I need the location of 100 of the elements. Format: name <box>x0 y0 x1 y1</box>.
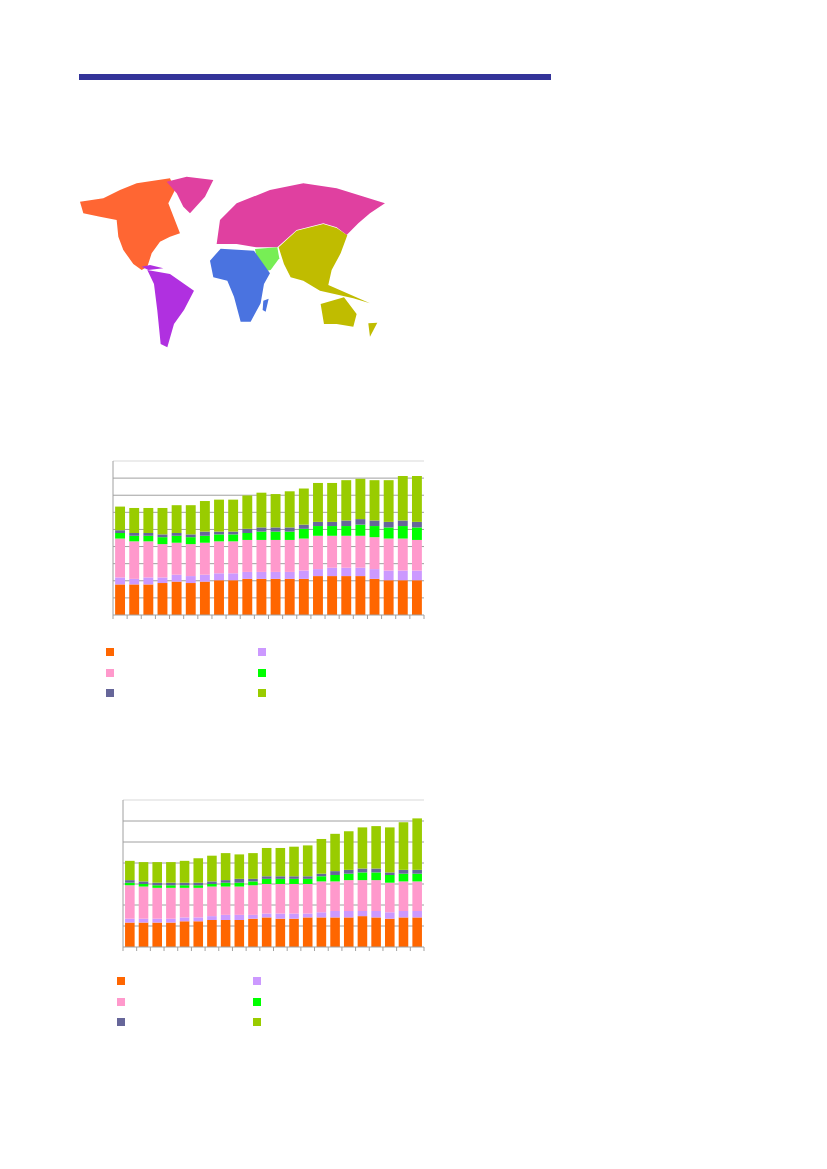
bar <box>371 872 381 881</box>
bar <box>302 917 313 947</box>
bar <box>261 883 272 914</box>
bar <box>275 847 286 877</box>
bar <box>270 539 281 572</box>
bar <box>385 874 395 883</box>
bar <box>298 570 309 579</box>
bar <box>275 913 286 919</box>
bar <box>298 488 309 525</box>
bar <box>341 535 352 568</box>
bar <box>115 533 126 539</box>
bar <box>248 881 258 886</box>
bar <box>369 526 380 538</box>
bar <box>327 576 338 615</box>
bar <box>256 578 267 615</box>
bar <box>411 521 422 528</box>
bar <box>248 914 258 919</box>
bar <box>220 853 231 881</box>
bar <box>143 541 154 578</box>
bar <box>412 917 422 947</box>
bar <box>193 858 204 883</box>
bar <box>383 521 394 528</box>
bar <box>248 885 258 915</box>
bar <box>343 873 354 881</box>
bar <box>383 570 394 581</box>
bar <box>289 883 299 914</box>
bar <box>185 534 196 538</box>
bar <box>207 916 217 920</box>
bar <box>330 871 340 875</box>
bar <box>166 862 176 883</box>
bar <box>115 584 126 615</box>
bar <box>302 876 313 879</box>
bar <box>343 910 354 918</box>
bar <box>220 914 231 920</box>
bar <box>248 918 258 947</box>
bar <box>327 567 338 577</box>
bar <box>371 910 381 918</box>
bar <box>316 876 327 882</box>
bar <box>327 482 338 522</box>
bar <box>143 584 154 615</box>
bar <box>199 574 210 582</box>
bar <box>166 922 176 947</box>
bar <box>341 576 352 615</box>
bar <box>302 883 313 914</box>
bar <box>371 880 381 911</box>
bar <box>270 571 281 579</box>
bar <box>129 584 140 615</box>
bar <box>143 577 154 585</box>
bar <box>343 917 354 947</box>
bar <box>398 822 409 870</box>
bar <box>383 538 394 571</box>
bar <box>298 528 309 539</box>
bar <box>199 535 210 543</box>
bar <box>316 912 327 918</box>
bar <box>185 544 196 577</box>
bar <box>275 883 286 914</box>
bar <box>256 571 267 579</box>
bar <box>125 860 135 881</box>
bar <box>115 577 126 585</box>
bar <box>256 492 267 528</box>
bar <box>125 918 135 923</box>
bar <box>383 480 394 522</box>
bar <box>115 506 126 531</box>
bar <box>220 880 231 883</box>
bar <box>385 827 395 873</box>
bar <box>313 535 323 570</box>
bar <box>214 580 224 615</box>
bar <box>228 499 239 532</box>
bar <box>369 569 380 579</box>
bar <box>302 845 313 877</box>
bar <box>234 882 245 887</box>
bar <box>199 531 210 536</box>
bar <box>398 869 409 874</box>
bar <box>261 878 272 884</box>
bar <box>316 838 327 874</box>
bar <box>185 505 196 535</box>
bar <box>398 881 409 911</box>
bar <box>256 539 267 572</box>
bar <box>397 538 408 571</box>
bar <box>129 535 140 542</box>
bar <box>355 519 366 525</box>
bar <box>228 580 239 615</box>
bar <box>242 578 253 615</box>
bar <box>143 533 154 536</box>
bar <box>398 917 409 947</box>
bar <box>261 917 272 947</box>
bar <box>343 869 354 874</box>
bar <box>171 581 182 615</box>
bar <box>242 495 253 529</box>
bar <box>214 573 224 581</box>
bar <box>411 527 422 540</box>
bar <box>193 917 204 922</box>
bar <box>129 578 140 585</box>
bar <box>383 580 394 615</box>
bar <box>270 578 281 615</box>
bar <box>357 827 368 869</box>
bar <box>369 480 380 521</box>
bar <box>357 916 368 947</box>
bar <box>138 918 149 923</box>
bar <box>234 878 245 883</box>
